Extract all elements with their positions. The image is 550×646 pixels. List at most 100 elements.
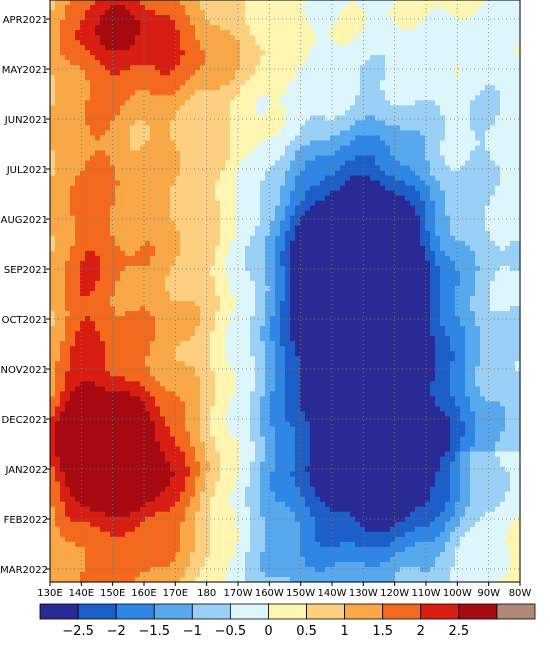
heatmap-cell: [480, 45, 486, 51]
heatmap-cell: [80, 125, 86, 132]
heatmap-cell: [210, 10, 216, 16]
heatmap-cell: [350, 90, 356, 96]
heatmap-cell: [150, 70, 156, 76]
heatmap-cell: [50, 255, 56, 262]
heatmap-cell: [235, 260, 241, 267]
heatmap-cell: [460, 240, 466, 247]
heatmap-cell: [135, 20, 141, 26]
heatmap-cell: [170, 175, 176, 182]
heatmap-cell: [390, 170, 396, 177]
heatmap-cell: [115, 5, 121, 11]
heatmap-cell: [460, 175, 466, 182]
heatmap-cell: [330, 220, 336, 227]
heatmap-cell: [500, 80, 506, 86]
heatmap-cell: [510, 10, 516, 16]
heatmap-cell: [430, 25, 436, 31]
heatmap-cell: [475, 165, 481, 172]
heatmap-cell: [390, 50, 396, 56]
heatmap-cell: [440, 145, 446, 152]
heatmap-cell: [390, 80, 396, 86]
heatmap-cell: [380, 110, 386, 116]
heatmap-cell: [115, 120, 121, 127]
heatmap-cell: [295, 70, 301, 76]
heatmap-cell: [195, 75, 201, 81]
heatmap-cell: [95, 180, 101, 187]
heatmap-cell: [140, 85, 146, 91]
heatmap-cell: [60, 180, 66, 187]
heatmap-cell: [65, 45, 71, 51]
heatmap-cell: [385, 130, 391, 137]
heatmap-cell: [65, 120, 71, 127]
heatmap-cell: [320, 260, 326, 267]
heatmap-cell: [480, 90, 486, 96]
heatmap-cell: [160, 95, 166, 101]
heatmap-cell: [515, 140, 521, 147]
heatmap-cell: [505, 245, 511, 252]
heatmap-cell: [65, 20, 71, 26]
heatmap-cell: [90, 35, 96, 41]
heatmap-cell: [440, 80, 446, 86]
heatmap-cell: [275, 40, 281, 46]
heatmap-cell: [490, 235, 496, 242]
heatmap-cell: [255, 170, 261, 177]
heatmap-cell: [435, 120, 441, 127]
heatmap-cell: [65, 265, 71, 272]
heatmap-cell: [115, 130, 121, 137]
heatmap-cell: [420, 180, 426, 187]
heatmap-cell: [440, 255, 446, 262]
heatmap-cell: [275, 65, 281, 71]
heatmap-cell: [415, 105, 421, 111]
heatmap-cell: [140, 240, 146, 247]
heatmap-cell: [500, 200, 506, 207]
heatmap-cell: [400, 0, 406, 6]
heatmap-cell: [120, 165, 126, 172]
heatmap-cell: [290, 60, 296, 66]
heatmap-cell: [180, 215, 186, 222]
heatmap-cell: [220, 225, 226, 232]
heatmap-cell: [210, 35, 216, 41]
heatmap-cell: [120, 225, 126, 232]
heatmap-cell: [480, 65, 486, 71]
heatmap-cell: [475, 180, 481, 187]
heatmap-cell: [220, 95, 226, 101]
heatmap-cell: [435, 20, 441, 26]
heatmap-cell: [500, 20, 506, 26]
heatmap-cell: [495, 25, 501, 31]
heatmap-cell: [170, 45, 176, 51]
heatmap-cell: [510, 120, 516, 127]
heatmap-cell: [265, 50, 271, 56]
heatmap-cell: [375, 120, 381, 127]
heatmap-cell: [440, 125, 446, 132]
heatmap-cell: [340, 70, 346, 76]
heatmap-cell: [100, 165, 106, 172]
heatmap-cell: [285, 170, 291, 177]
heatmap-cell: [170, 255, 176, 262]
heatmap-cell: [175, 100, 181, 106]
heatmap-cell: [360, 75, 366, 81]
heatmap-cell: [430, 170, 436, 177]
heatmap-cell: [150, 100, 156, 106]
heatmap-cell: [195, 170, 201, 177]
heatmap-cell: [75, 80, 81, 86]
heatmap-cell: [465, 70, 471, 76]
heatmap-cell: [60, 45, 66, 51]
heatmap-cell: [120, 245, 126, 252]
heatmap-cell: [350, 100, 356, 106]
heatmap-cell: [355, 15, 361, 21]
heatmap-cell: [500, 70, 506, 76]
heatmap-cell: [175, 120, 181, 127]
heatmap-cell: [320, 205, 326, 212]
heatmap-cell: [280, 175, 286, 182]
heatmap-cell: [470, 95, 476, 101]
heatmap-cell: [510, 55, 516, 61]
heatmap-cell: [305, 235, 311, 242]
heatmap-cell: [130, 35, 136, 41]
heatmap-cell: [230, 210, 236, 217]
heatmap-cell: [290, 155, 296, 162]
heatmap-cell: [130, 10, 136, 16]
heatmap-cell: [315, 190, 321, 197]
heatmap-cell: [475, 35, 481, 41]
heatmap-cell: [380, 130, 386, 137]
heatmap-cell: [485, 20, 491, 26]
heatmap-cell: [255, 210, 261, 217]
